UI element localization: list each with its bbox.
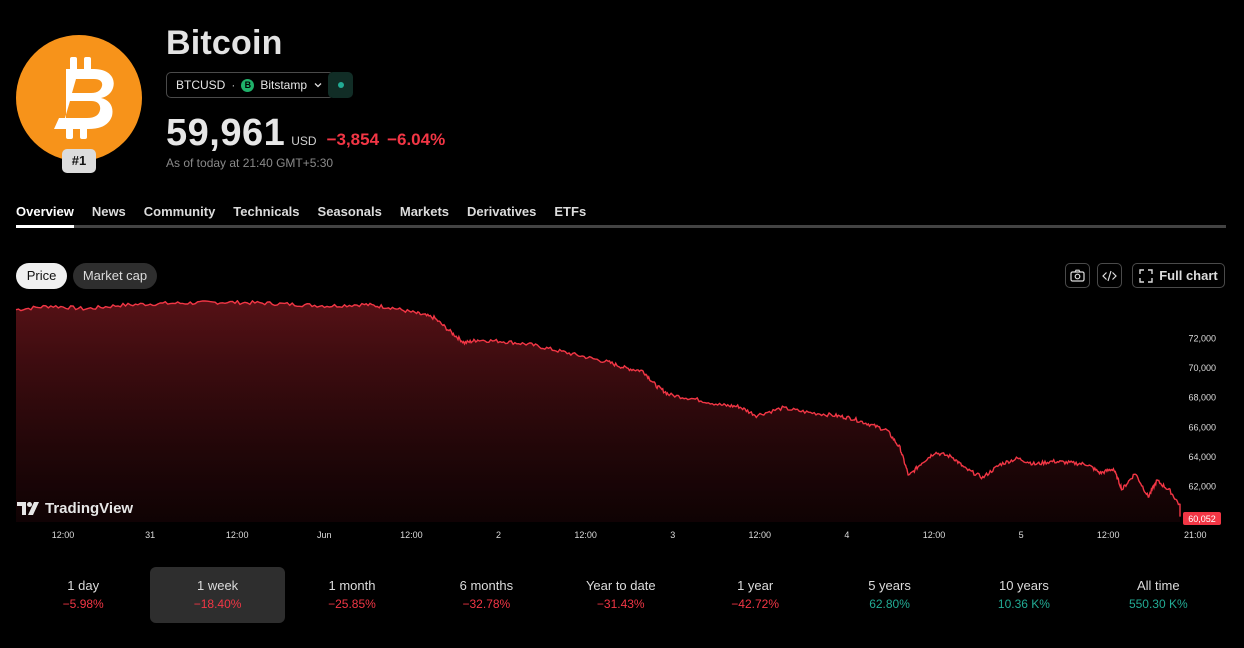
price-area <box>16 300 1180 522</box>
tradingview-label: TradingView <box>45 500 134 517</box>
x-tick-label: 2 <box>496 530 501 540</box>
y-tick-label: 70,000 <box>1188 363 1216 373</box>
market-cap-toggle[interactable]: Market cap <box>73 263 157 289</box>
section-tabs: Overview News Community Technicals Seasonals… <box>16 204 1226 228</box>
market-open-icon <box>337 82 344 88</box>
y-tick-label: 66,000 <box>1188 422 1216 432</box>
exchange-label: Bitstamp <box>260 78 308 92</box>
tab-seasonals[interactable]: Seasonals <box>317 204 382 219</box>
x-tick-label: 4 <box>844 530 849 540</box>
camera-icon <box>1070 269 1085 282</box>
bitcoin-logo <box>16 35 142 161</box>
price-chart[interactable]: 72,000 70,000 68,000 66,000 64,000 62,000 12:… <box>0 300 1244 550</box>
price-line <box>15 300 1181 517</box>
period-6-months[interactable]: 6 months −32.78% <box>419 567 553 623</box>
period-change: −32.78% <box>462 597 511 611</box>
x-tick-label: Jun <box>317 530 332 540</box>
tab-etfs[interactable]: ETFs <box>554 204 587 219</box>
period-change: 550.30 K% <box>1128 597 1188 611</box>
price-change-percent: −6.04% <box>387 130 446 149</box>
x-tick-label: 12:00 <box>52 530 75 540</box>
price-change: −3,854 <box>326 130 380 149</box>
y-tick-label: 64,000 <box>1188 452 1216 462</box>
x-tick-label: 12:00 <box>923 530 946 540</box>
y-tick-label: 68,000 <box>1188 393 1216 403</box>
x-tick-label: 21:00 <box>1184 530 1207 540</box>
period-change: −18.40% <box>193 597 242 611</box>
bitcoin-icon <box>54 57 114 139</box>
as-of-timestamp: As of today at 21:40 GMT+5:30 <box>166 156 334 170</box>
full-chart-label: Full chart <box>1159 268 1218 283</box>
tradingview-icon <box>17 502 39 515</box>
page-title: Bitcoin <box>166 24 283 62</box>
tab-markets[interactable]: Markets <box>399 204 449 219</box>
y-tick-label: 62,000 <box>1188 481 1216 491</box>
x-tick-label: 31 <box>145 530 155 540</box>
performance-periods: 1 day −5.98% 1 week −18.40% 1 month −25.85% 6 … <box>16 567 1226 623</box>
market-status-button[interactable] <box>328 72 353 98</box>
separator: · <box>231 78 236 92</box>
period-10-years[interactable]: 10 years 10.36 K% <box>957 567 1091 623</box>
period-label: 10 years <box>998 578 1049 593</box>
tab-technicals[interactable]: Technicals <box>233 204 300 219</box>
price-row: 59,961 USD −3,854 −6.04% <box>166 112 453 155</box>
tab-derivatives[interactable]: Derivatives <box>467 204 537 219</box>
tab-overview[interactable]: Overview <box>16 204 74 228</box>
period-1-year[interactable]: 1 year −42.72% <box>688 567 822 623</box>
snapshot-button[interactable] <box>1065 263 1090 288</box>
embed-button[interactable] <box>1097 263 1122 288</box>
period-1-month[interactable]: 1 month −25.85% <box>285 567 419 623</box>
x-tick-label: 12:00 <box>400 530 423 540</box>
last-price: 59,961 <box>166 112 286 154</box>
x-tick-label: 12:00 <box>226 530 249 540</box>
x-tick-label: 3 <box>670 530 675 540</box>
period-change: 10.36 K% <box>997 597 1050 611</box>
period-label: Year to date <box>585 578 656 593</box>
x-tick-label: 12:00 <box>574 530 597 540</box>
period-all-time[interactable]: All time 550.30 K% <box>1091 567 1225 623</box>
period-label: 1 day <box>67 578 100 593</box>
last-price-label: 60,052 <box>1188 514 1216 524</box>
period-change: −42.72% <box>731 597 779 611</box>
symbol-selector[interactable]: BTCUSD · B Bitstamp <box>166 72 335 98</box>
chevron-down-icon <box>314 83 322 88</box>
y-tick-label: 72,000 <box>1188 333 1216 343</box>
period-1-week[interactable]: 1 week −18.40% <box>150 567 285 623</box>
period-change: 62.80% <box>869 597 910 611</box>
period-label: 6 months <box>459 578 514 593</box>
period-label: 5 years <box>868 578 911 593</box>
period-change: −5.98% <box>62 597 104 611</box>
tradingview-logo[interactable]: TradingView <box>17 500 133 517</box>
rank-badge: #1 <box>62 149 96 173</box>
period-label: 1 week <box>196 578 239 593</box>
tab-news[interactable]: News <box>91 204 126 219</box>
period-change: −25.85% <box>328 597 376 611</box>
price-toggle[interactable]: Price <box>16 263 67 289</box>
last-price-marker <box>1183 512 1221 525</box>
full-chart-button[interactable]: Full chart <box>1132 263 1225 288</box>
symbol-label: BTCUSD <box>176 78 226 92</box>
period-5-years[interactable]: 5 years 62.80% <box>822 567 956 623</box>
x-tick-label: 5 <box>1019 530 1024 540</box>
period-label: All time <box>1137 578 1180 593</box>
currency: USD <box>291 134 317 148</box>
tab-community[interactable]: Community <box>143 204 216 219</box>
period-1-day[interactable]: 1 day −5.98% <box>16 567 150 623</box>
x-tick-label: 12:00 <box>749 530 772 540</box>
fullscreen-icon <box>1139 268 1153 283</box>
period-change: −31.43% <box>596 597 645 611</box>
period-label: 1 month <box>328 578 376 593</box>
period-year-to-date[interactable]: Year to date −31.43% <box>554 567 688 623</box>
x-tick-label: 12:00 <box>1097 530 1120 540</box>
exchange-icon: B <box>241 78 255 92</box>
code-icon <box>1102 270 1117 281</box>
period-label: 1 year <box>737 578 774 593</box>
